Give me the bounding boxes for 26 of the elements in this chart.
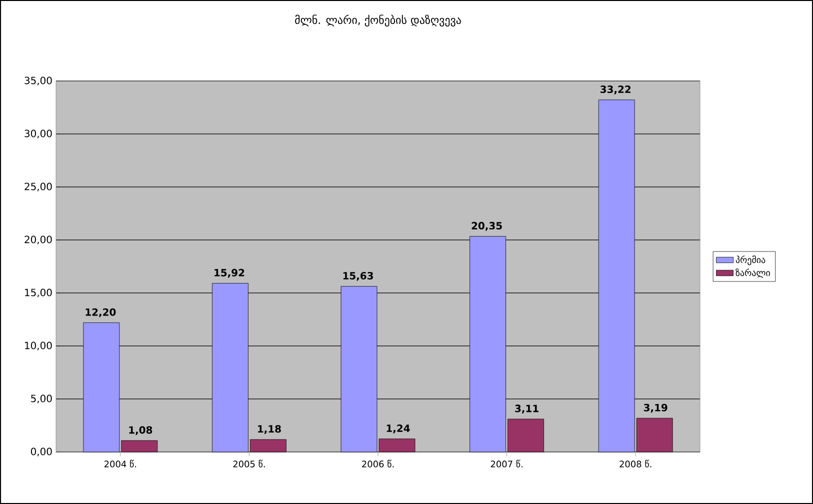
data-label: 3,19 [644, 404, 668, 413]
x-tick-label: 2007 წ. [490, 460, 522, 468]
data-label: 33,22 [600, 86, 630, 94]
y-tick-label: 25,00 [24, 182, 52, 192]
x-tick-label: 2006 წ. [362, 460, 394, 468]
data-label: 12,20 [86, 308, 116, 318]
data-label: 15,92 [214, 268, 244, 278]
data-label: 15,63 [343, 272, 373, 281]
y-tick-label: 0,00 [30, 448, 52, 456]
y-tick-label: 5,00 [31, 394, 52, 404]
data-label: 20,35 [472, 222, 502, 231]
x-tick-label: 2005 წ. [233, 460, 265, 468]
y-tick-label: 10,00 [25, 342, 52, 350]
y-tick-label: 15,00 [25, 288, 52, 298]
data-label: 1,08 [129, 426, 152, 436]
x-tick-label: 2008 წ. [620, 460, 652, 468]
legend-label: პრემია [736, 255, 766, 266]
data-label: 3,11 [515, 404, 538, 414]
data-label: 1,18 [258, 425, 281, 434]
chart-title: მლნ. ლარი, ქონების დაზღვევა [295, 14, 461, 26]
y-tick-label: 35,00 [24, 76, 52, 86]
y-tick-label: 30,00 [24, 130, 52, 138]
x-tick-label: 2004 წ. [104, 460, 136, 468]
legend-label: ზარალი [736, 268, 770, 278]
y-tick-label: 20,00 [24, 236, 52, 244]
data-label: 1,24 [386, 424, 410, 434]
